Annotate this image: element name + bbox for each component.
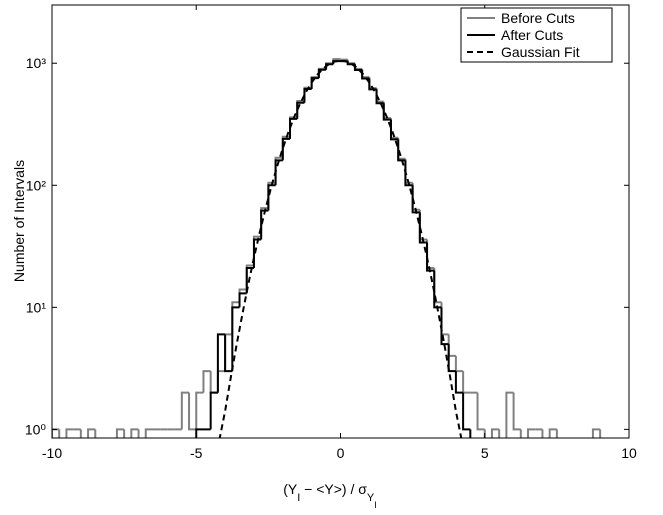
- histogram-step: [65, 428, 74, 438]
- legend-label: Before Cuts: [501, 10, 575, 26]
- y-axis-label: Number of Intervals: [11, 160, 27, 282]
- histogram-step: [260, 209, 269, 240]
- histogram-step: [462, 392, 471, 431]
- histogram-step: [281, 137, 291, 161]
- histogram-step: [476, 392, 485, 431]
- histogram-step: [490, 428, 500, 438]
- x-axis-label-part: − <Y>) / σ: [300, 481, 367, 497]
- histogram-step: [404, 160, 413, 187]
- y-tick-label: 10⁰: [25, 421, 47, 437]
- histogram-step: [87, 428, 96, 438]
- histogram-step: [216, 370, 226, 393]
- histogram-step: [317, 68, 327, 79]
- histogram-step: [483, 429, 486, 438]
- histogram-step: [375, 88, 384, 103]
- x-axis-label-part: (Y: [283, 481, 298, 497]
- y-tick-label: 10¹: [26, 299, 47, 315]
- x-tick-label: -10: [42, 445, 62, 461]
- histogram-step: [527, 428, 536, 438]
- histogram-step: [426, 242, 435, 272]
- histogram-step: [440, 307, 449, 346]
- histogram-step: [440, 302, 449, 336]
- histogram-step: [296, 101, 305, 119]
- histogram-step: [123, 429, 126, 438]
- histogram-step: [188, 392, 197, 431]
- histogram-step: [512, 392, 521, 431]
- x-axis-label-part: Y: [367, 492, 375, 504]
- histogram-step: [591, 428, 601, 438]
- histogram-step: [462, 371, 471, 394]
- histogram-step: [346, 59, 355, 65]
- histogram-step: [519, 429, 522, 438]
- histogram-step: [599, 429, 602, 438]
- histogram-step: [382, 101, 391, 120]
- histogram-step: [224, 334, 233, 373]
- x-axis-label-part: I: [374, 500, 377, 510]
- axes-frame: [51, 4, 630, 439]
- histogram-step: [180, 391, 190, 430]
- histogram-step: [498, 429, 501, 438]
- x-axis-label: (YI − <Y>) / σYI: [283, 481, 377, 510]
- histogram-step: [548, 428, 557, 438]
- histogram-step: [404, 158, 413, 184]
- histogram-step: [411, 185, 420, 214]
- legend-label: Gaussian Fit: [501, 44, 580, 60]
- histogram-step: [274, 159, 283, 186]
- histogram-step: [469, 429, 472, 438]
- histogram-step: [137, 429, 140, 438]
- histogram-step: [231, 306, 240, 372]
- histogram-step: [368, 77, 377, 90]
- histogram-step: [216, 333, 226, 393]
- legend-box: [460, 7, 613, 63]
- x-tick-label: 5: [481, 445, 489, 461]
- histogram-step: [325, 63, 334, 70]
- y-tick-label: 10²: [26, 177, 47, 193]
- histogram-step: [209, 371, 218, 394]
- x-tick-label: 0: [337, 445, 345, 461]
- histogram-step: [202, 370, 211, 393]
- histogram-step: [310, 77, 319, 90]
- histogram-step: [115, 428, 125, 438]
- histogram-step: [144, 428, 153, 438]
- histogram-step: [195, 391, 204, 430]
- histogram-step: [130, 428, 139, 438]
- histogram-step: [411, 182, 420, 211]
- histogram-step: [303, 88, 312, 103]
- histogram-step: [505, 391, 514, 438]
- histogram-step: [397, 137, 406, 160]
- histogram-step: [375, 89, 384, 105]
- histogram-step: [267, 181, 276, 209]
- x-axis-label-part: I: [297, 492, 300, 504]
- histogram-step: [389, 118, 399, 139]
- y-tick-label: 10³: [26, 55, 47, 71]
- histogram-step: [79, 429, 82, 438]
- histogram-step: [541, 429, 544, 438]
- histogram-step: [426, 239, 435, 270]
- histogram-step: [447, 334, 456, 357]
- histogram-step: [433, 270, 442, 309]
- histogram-step: [555, 429, 558, 438]
- legend-label: After Cuts: [501, 27, 563, 43]
- plot-area: [52, 58, 602, 438]
- histogram-step: [289, 117, 298, 139]
- histogram-step: [224, 333, 233, 372]
- histogram-step: [397, 139, 406, 162]
- histogram-step: [447, 344, 456, 373]
- x-tick-label: -5: [190, 445, 203, 461]
- histogram-step: [209, 391, 218, 430]
- histogram-step: [454, 371, 464, 394]
- histogram-step: [418, 212, 428, 244]
- histogram-step: [418, 209, 428, 241]
- histogram-step: [58, 429, 61, 438]
- histogram-step: [267, 184, 276, 211]
- histogram-step: [94, 429, 97, 438]
- fit-line: [218, 59, 463, 438]
- x-tick-label: 10: [621, 445, 637, 461]
- histogram-step: [454, 355, 464, 373]
- histogram-step: [238, 292, 247, 308]
